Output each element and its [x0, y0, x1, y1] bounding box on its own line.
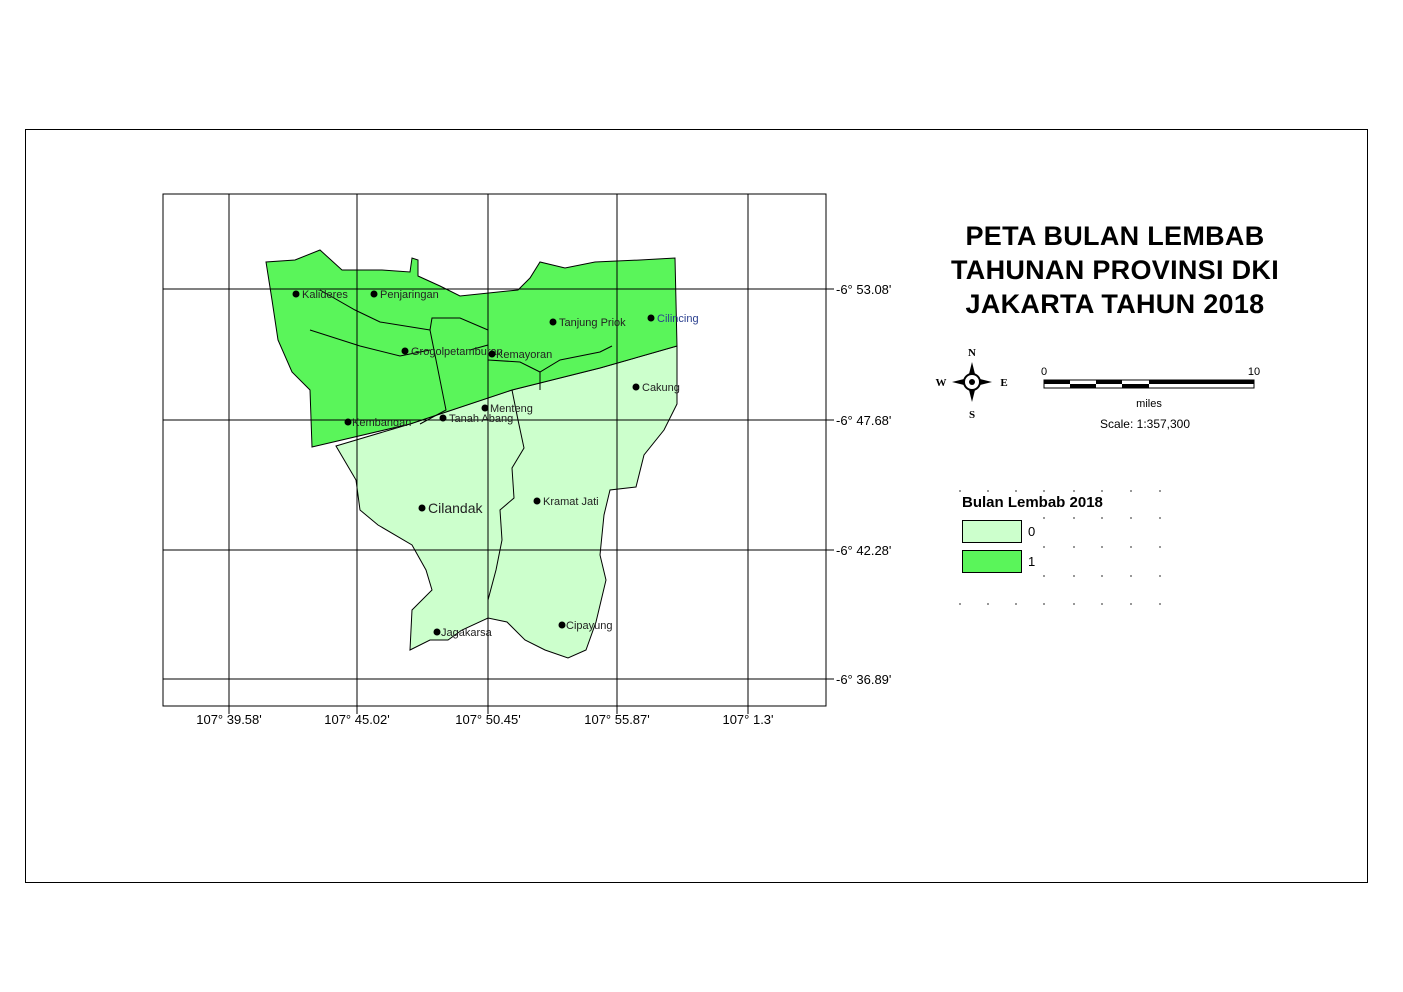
west-label: W	[936, 377, 947, 389]
lon-label: 107° 45.02'	[324, 712, 390, 727]
place-marker	[344, 418, 352, 426]
legend-frame	[959, 490, 1161, 605]
legend-item: 1	[962, 550, 1035, 573]
lat-label: -6° 47.68'	[836, 413, 891, 428]
place-marker	[549, 318, 557, 326]
lat-label: -6° 42.28'	[836, 543, 891, 558]
lon-label: 107° 55.87'	[584, 712, 650, 727]
place-marker	[533, 497, 541, 505]
north-label: N	[968, 347, 976, 359]
lon-label: 107° 39.58'	[196, 712, 262, 727]
place-marker	[647, 314, 655, 322]
legend-label: 1	[1028, 554, 1036, 569]
place-marker	[481, 404, 489, 412]
legend-title: Bulan Lembab 2018	[962, 494, 1103, 511]
place-marker	[632, 383, 640, 391]
lon-label: 107° 50.45'	[455, 712, 521, 727]
map-title: PETA BULAN LEMBAB TAHUNAN PROVINSI DKI J…	[950, 221, 1279, 319]
place-label: Jagakarsa	[441, 627, 493, 639]
place-label: Kemayoran	[496, 349, 552, 361]
legend-label: 0	[1028, 524, 1036, 539]
place-marker	[558, 621, 566, 629]
scale-bar: 0 10 miles	[1041, 366, 1260, 410]
north-arrow-icon: N S E W	[936, 347, 1008, 421]
lat-label: -6° 53.08'	[836, 282, 891, 297]
region-zone-0	[335, 345, 678, 659]
place-label: Tanah Abang	[449, 413, 513, 425]
lon-label: 107° 1.3'	[722, 712, 773, 727]
place-marker	[401, 347, 409, 355]
place-label: Kramat Jati	[543, 496, 599, 508]
place-marker	[488, 350, 496, 358]
place-label: Grogolpetamburan	[411, 346, 503, 358]
layout-frame	[25, 129, 1368, 883]
place-label: Tanjung Priok	[559, 317, 626, 329]
legend-swatch-0	[962, 520, 1022, 543]
place-marker	[418, 504, 426, 512]
place-label: Cipayung	[566, 620, 612, 632]
region-zone-1	[265, 249, 678, 448]
legend-swatch-1	[962, 550, 1022, 573]
place-label: Kalideres	[302, 289, 348, 301]
scale-unit: miles	[1136, 398, 1162, 410]
place-marker	[292, 290, 300, 298]
lat-label: -6° 36.89'	[836, 672, 891, 687]
place-label: Cilandak	[428, 500, 483, 516]
scale-ratio: Scale: 1:357,300	[1099, 417, 1191, 431]
place-label: Cakung	[642, 382, 680, 394]
place-label: Penjaringan	[380, 289, 439, 301]
graticule	[163, 194, 834, 714]
legend-item: 0	[962, 520, 1035, 543]
place-label: Cilincing	[657, 313, 699, 325]
place-marker	[433, 628, 441, 636]
place-marker	[439, 414, 447, 422]
place-label: Menteng	[490, 403, 533, 415]
east-label: E	[1000, 377, 1007, 389]
place-label: Kembangan	[352, 417, 411, 429]
scale-end: 10	[1248, 366, 1260, 378]
place-marker	[370, 290, 378, 298]
south-label: S	[969, 409, 975, 421]
scale-start: 0	[1041, 366, 1047, 378]
